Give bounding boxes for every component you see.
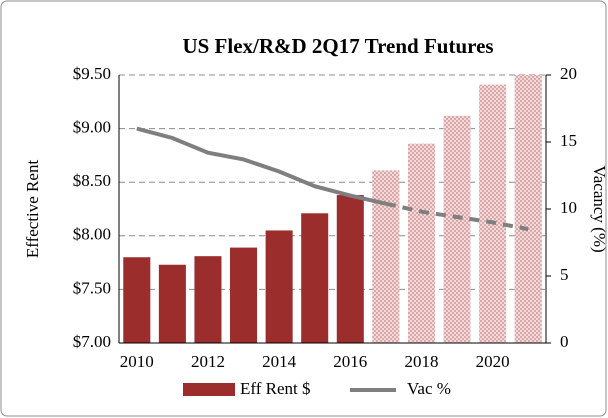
y-axis-label: Effective Rent (23, 160, 42, 259)
y2-tick-label: 10 (560, 198, 577, 217)
y2-tick-label: 0 (560, 332, 569, 351)
line (136, 126, 387, 206)
bar (301, 213, 329, 343)
x-tick-label: 2010 (120, 352, 154, 371)
line-forecast (385, 201, 529, 232)
y2-tick-label: 20 (560, 64, 577, 83)
x-tick-label: 2014 (262, 352, 297, 371)
bar (479, 84, 507, 343)
y-tick-label: $9.00 (73, 118, 111, 137)
x-tick-label: 2018 (404, 352, 438, 371)
x-tick-label: 2016 (333, 352, 367, 371)
y-tick-label: $8.00 (73, 225, 111, 244)
y2-tick-label: 5 (560, 265, 569, 284)
bar (372, 170, 400, 343)
bar (407, 143, 435, 343)
bar (514, 75, 542, 343)
y2-axis-label: Vacancy (%) (590, 165, 608, 252)
bar (265, 230, 293, 343)
bar (336, 195, 364, 343)
y-tick-label: $7.50 (73, 278, 111, 297)
bar (443, 115, 471, 344)
y-tick-label: $8.50 (73, 171, 111, 190)
x-tick-label: 2012 (191, 352, 225, 371)
bar (123, 257, 151, 343)
y2-tick-label: 15 (560, 131, 577, 150)
bar (230, 247, 258, 343)
y-tick-label: $7.00 (73, 332, 111, 351)
x-tick-label: 2020 (476, 352, 510, 371)
legend-label: Eff Rent $ (240, 379, 311, 398)
bar (158, 264, 186, 343)
legend-swatch (183, 383, 235, 396)
y-tick-label: $9.50 (73, 64, 111, 83)
chart-title: US Flex/R&D 2Q17 Trend Futures (182, 34, 493, 58)
bar (194, 256, 222, 343)
legend-label: Vac % (407, 379, 451, 398)
